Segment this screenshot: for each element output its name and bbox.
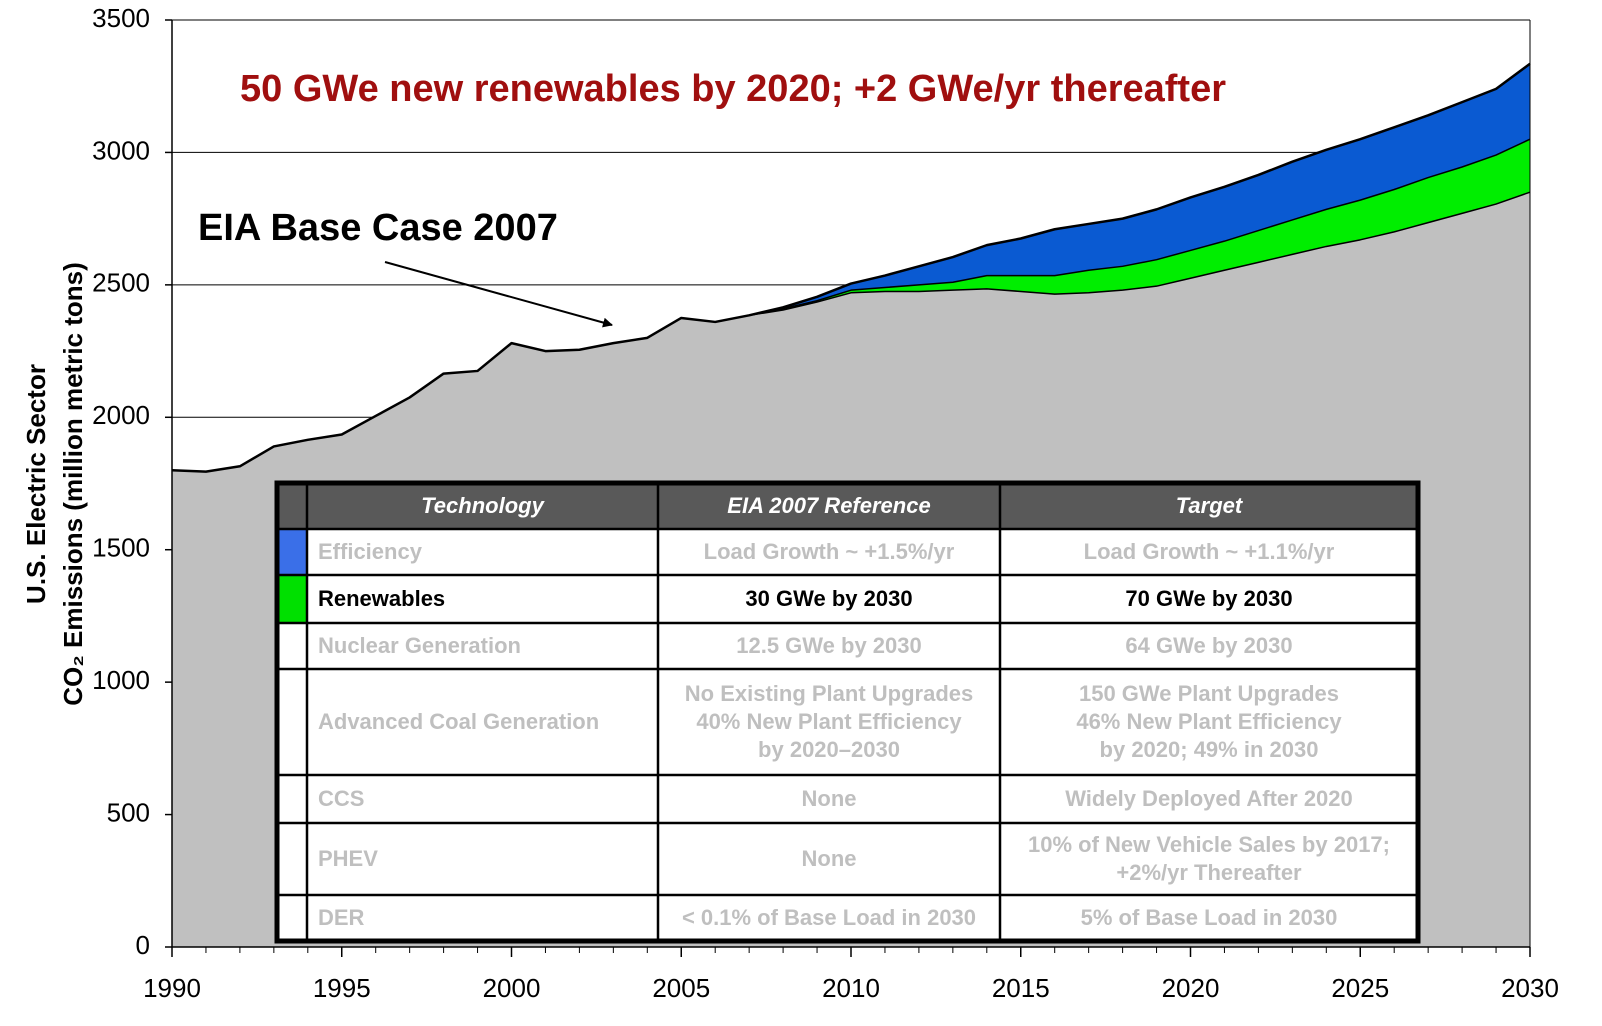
x-tick-label: 2005	[652, 973, 710, 1003]
swatch	[277, 529, 307, 575]
table-cell: 64 GWe by 2030	[1125, 633, 1292, 658]
table-bg	[277, 483, 1418, 941]
y-tick-label: 500	[107, 797, 150, 827]
y-tick-label: 2500	[92, 268, 150, 298]
table: Technology EIA 2007 Reference Target Effici…	[274, 480, 1421, 944]
x-tick-label: 2015	[992, 973, 1050, 1003]
table-cell: Advanced Coal Generation	[318, 709, 599, 734]
table-cell: CCS	[318, 786, 364, 811]
table-cell: < 0.1% of Base Load in 2030	[682, 905, 976, 930]
x-tick-label: 2020	[1162, 973, 1220, 1003]
y-tick-label: 1500	[92, 533, 150, 563]
swatch	[277, 575, 307, 623]
y-tick-label: 2000	[92, 400, 150, 430]
table-cell: 40% New Plant Efficiency	[696, 709, 962, 734]
table-cell: 150 GWe Plant Upgrades	[1079, 681, 1339, 706]
table-cell: 70 GWe by 2030	[1125, 586, 1292, 611]
header-bg	[277, 483, 1418, 529]
y-axis-label: CO₂ Emissions (million metric tons)	[58, 262, 88, 706]
annotation-arrow	[384, 261, 613, 328]
table-cell: 5% of Base Load in 2030	[1081, 905, 1338, 930]
table-cell: No Existing Plant Upgrades	[685, 681, 974, 706]
table-cell: None	[802, 846, 857, 871]
table-cell: 46% New Plant Efficiency	[1076, 709, 1342, 734]
y-tick-label: 3500	[92, 3, 150, 33]
x-tick-label: 1990	[143, 973, 201, 1003]
table-cell: DER	[318, 905, 365, 930]
table-cell: Efficiency	[318, 539, 423, 564]
table-border	[274, 480, 1421, 944]
table-cell: +2%/yr Thereafter	[1116, 860, 1302, 885]
table-cell: by 2020–2030	[758, 737, 900, 762]
table-cell: Load Growth ~ +1.1%/yr	[1084, 539, 1335, 564]
x-tick-label: 2025	[1331, 973, 1389, 1003]
table-cell: 30 GWe by 2030	[745, 586, 912, 611]
x-tick-label: 2010	[822, 973, 880, 1003]
table-cell: Nuclear Generation	[318, 633, 521, 658]
header-cell: Technology	[421, 493, 545, 518]
table-cell: 10% of New Vehicle Sales by 2017;	[1028, 832, 1390, 857]
y-axis-label: U.S. Electric Sector	[21, 364, 51, 604]
table-cell: 12.5 GWe by 2030	[736, 633, 922, 658]
table-cell: Widely Deployed After 2020	[1065, 786, 1353, 811]
header-cell: Target	[1176, 493, 1244, 518]
x-tick-label: 2000	[483, 973, 541, 1003]
table-cell: by 2020; 49% in 2030	[1100, 737, 1319, 762]
x-tick-label: 2030	[1501, 973, 1559, 1003]
x-tick-label: 1995	[313, 973, 371, 1003]
y-tick-label: 3000	[92, 135, 150, 165]
annotation: EIA Base Case 2007	[198, 207, 558, 249]
series-outline	[171, 62, 1531, 473]
table-cell: PHEV	[318, 846, 378, 871]
table-cell: Load Growth ~ +1.5%/yr	[704, 539, 955, 564]
table-cell: Renewables	[318, 586, 445, 611]
y-tick-label: 1000	[92, 665, 150, 695]
y-tick-label: 0	[136, 930, 150, 960]
table-cell: None	[802, 786, 857, 811]
chart-title: 50 GWe new renewables by 2020; +2 GWe/yr…	[240, 68, 1226, 110]
header-cell: EIA 2007 Reference	[727, 493, 930, 518]
